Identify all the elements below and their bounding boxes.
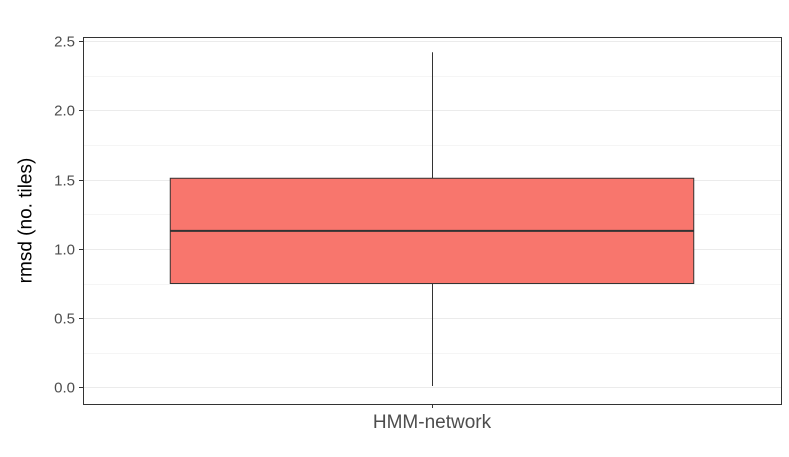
x-tick-label: HMM-network <box>373 412 492 433</box>
x-axis: HMM-network <box>373 404 492 433</box>
y-tick-label: 2.0 <box>54 103 75 120</box>
y-tick-label: 0.0 <box>54 380 75 397</box>
y-axis-title: rmsd (no. tiles) <box>16 158 37 284</box>
boxes <box>169 52 695 386</box>
y-tick-label: 2.5 <box>54 34 75 51</box>
y-tick-label: 0.5 <box>54 311 75 328</box>
y-tick-label: 1.0 <box>54 242 75 259</box>
y-tick-label: 1.5 <box>54 173 75 190</box>
y-axis: 0.0 0.5 1.0 1.5 2.0 2.5 <box>54 34 83 397</box>
